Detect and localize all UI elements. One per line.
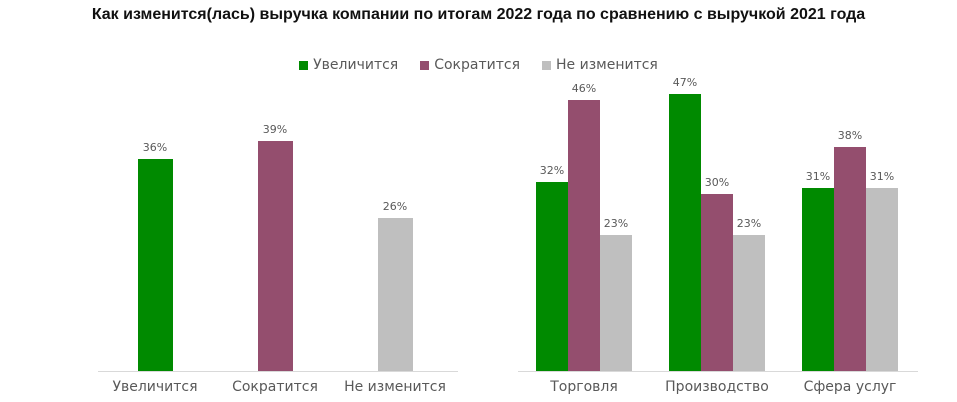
x-axis-line <box>98 371 458 372</box>
data-label: 23% <box>736 217 762 231</box>
data-label: 39% <box>262 122 288 136</box>
data-label: 47% <box>672 75 698 89</box>
bar <box>138 158 173 371</box>
data-label: 38% <box>837 128 863 142</box>
data-label: 31% <box>869 170 895 184</box>
bar <box>701 194 733 371</box>
data-label: 36% <box>142 140 168 154</box>
legend: Увеличится Сократится Не изменится <box>0 57 957 73</box>
bar <box>802 188 834 371</box>
legend-label: Увеличится <box>313 57 399 73</box>
bar <box>600 235 632 371</box>
bar <box>258 140 293 371</box>
category-label: Торговля <box>550 379 618 395</box>
data-label: 32% <box>539 164 565 178</box>
legend-item-unchanged: Не изменится <box>542 57 658 73</box>
bar <box>834 146 866 371</box>
category-label: Сократится <box>232 379 318 395</box>
legend-swatch-increase <box>299 60 309 70</box>
category-label: Сфера услуг <box>803 379 897 395</box>
bar <box>733 235 765 371</box>
bar <box>568 99 600 371</box>
legend-swatch-unchanged <box>542 60 552 70</box>
bar <box>536 182 568 371</box>
legend-item-increase: Увеличится <box>299 57 398 73</box>
chart-title: Как изменится(лась) выручка компании по … <box>91 6 866 23</box>
bar <box>866 188 898 371</box>
category-label: Производство <box>665 379 769 395</box>
data-label: 26% <box>382 199 408 213</box>
data-label: 31% <box>805 170 831 184</box>
legend-swatch-decrease <box>420 60 430 70</box>
legend-label: Не изменится <box>556 57 658 73</box>
data-label: 46% <box>571 81 597 95</box>
bar <box>669 93 701 371</box>
category-label: Увеличится <box>112 379 198 395</box>
legend-item-decrease: Сократится <box>420 57 520 73</box>
data-label: 23% <box>603 217 629 231</box>
data-label: 30% <box>704 176 730 189</box>
bar <box>378 217 413 371</box>
category-label: Не изменится <box>344 379 446 395</box>
legend-label: Сократится <box>434 57 521 73</box>
x-axis-line <box>518 371 918 372</box>
